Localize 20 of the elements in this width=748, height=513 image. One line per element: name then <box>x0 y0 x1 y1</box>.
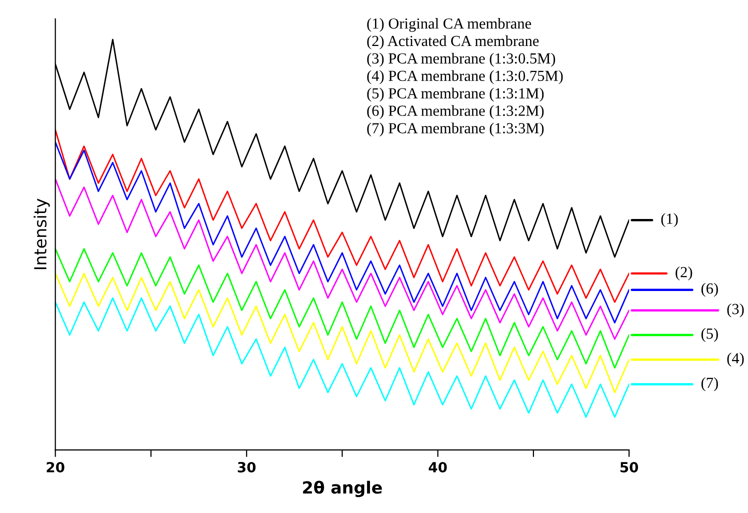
text: (4) <box>727 352 744 367</box>
annotation: (2) Activated CA membrane <box>367 35 539 50</box>
annotation: (4) PCA membrane (1:3:0.75M) <box>367 70 563 84</box>
y-axis-title: Intensity <box>34 198 50 270</box>
legend-label: (7) <box>701 377 718 392</box>
x-tick-label: 20 <box>46 462 64 472</box>
legend-label: (1) <box>661 213 678 228</box>
annotation: (7) PCA membrane (1:3:3M) <box>367 122 544 136</box>
legend-label: (2) <box>676 266 692 280</box>
x-axis-title: 2θ angle <box>303 480 382 498</box>
annotation: (6) PCA membrane (1:3:2M) <box>367 105 544 120</box>
legend-label: (5) <box>701 328 718 342</box>
text: (3) <box>727 303 744 318</box>
legend-label: (6) <box>701 282 718 297</box>
x-tick-label: 40 <box>428 462 447 472</box>
annotation: (3) PCA membrane (1:3:0.5M) <box>367 52 556 67</box>
x-tick-label: 50 <box>620 462 638 472</box>
x-tick-label: 30 <box>238 462 256 472</box>
annotation: (5) PCA membrane (1:3:1M) <box>367 88 544 102</box>
text: (1) Original CA membrane <box>367 18 532 32</box>
